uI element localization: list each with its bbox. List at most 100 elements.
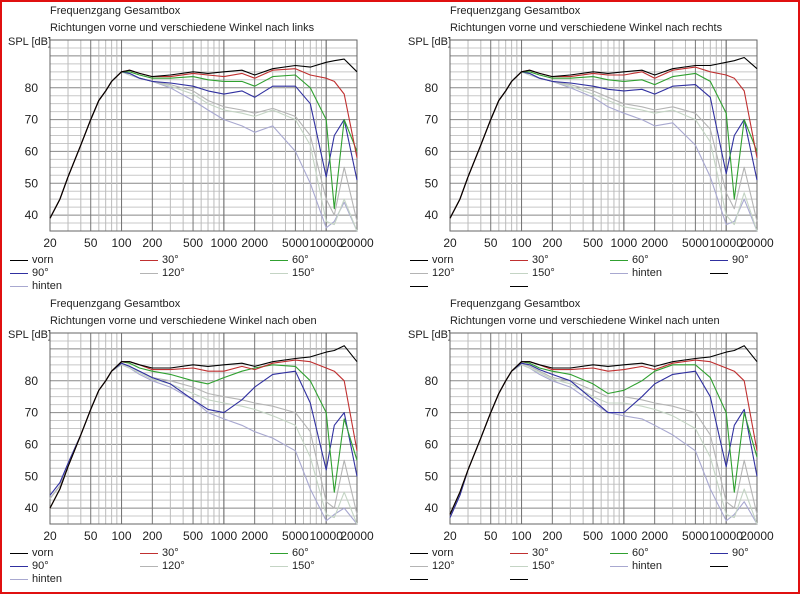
legend-swatch: [140, 565, 158, 567]
chart-subtitle: Richtungen vorne und verschiedene Winkel…: [50, 22, 315, 34]
legend-swatch: [410, 285, 428, 287]
y-tick-label: 70: [425, 113, 439, 127]
legend-label: 90°: [32, 267, 49, 279]
legend-item: 120°: [410, 560, 455, 573]
legend-item: 60°: [270, 254, 309, 267]
x-tick-label: 200: [142, 529, 162, 543]
legend-label: vorn: [432, 254, 454, 266]
x-tick-label: 1000: [611, 236, 638, 250]
y-axis-label: SPL [dB]: [8, 329, 52, 341]
legend-item: 90°: [710, 254, 749, 267]
legend-swatch: [10, 259, 28, 261]
x-tick-label: 10000: [710, 529, 744, 543]
x-tick-label: 10000: [310, 529, 344, 543]
legend-label: 30°: [532, 547, 549, 559]
legend-label: 30°: [532, 254, 549, 266]
legend-swatch: [510, 272, 528, 274]
x-tick-label: 20000: [340, 529, 374, 543]
y-tick-label: 50: [425, 469, 439, 483]
chart-panel: Frequenzgang Gesamtbox Richtungen vorne u…: [400, 293, 800, 586]
chart-panel: Frequenzgang Gesamtbox Richtungen vorne u…: [0, 293, 400, 586]
x-tick-label: 50: [484, 236, 498, 250]
y-tick-label: 40: [25, 501, 39, 515]
legend-item: [410, 280, 432, 293]
legend-swatch: [510, 259, 528, 261]
legend-swatch: [10, 578, 28, 580]
y-tick-label: 60: [25, 437, 39, 451]
legend-swatch: [140, 552, 158, 554]
legend-label: 30°: [162, 254, 179, 266]
legend-swatch: [710, 259, 728, 261]
legend-label: 60°: [632, 254, 649, 266]
legend-swatch: [510, 578, 528, 580]
legend-item: hinten: [610, 560, 662, 573]
x-tick-label: 2000: [641, 529, 668, 543]
legend-swatch: [410, 272, 428, 274]
series-line-90deg: [449, 362, 758, 518]
legend-item: 90°: [710, 547, 749, 560]
x-tick-label: 10000: [710, 236, 744, 250]
legend-item: hinten: [10, 280, 62, 293]
series-line-60deg: [49, 71, 358, 219]
y-tick-label: 70: [25, 113, 39, 127]
legend-label: vorn: [32, 254, 54, 266]
legend-label: 120°: [162, 267, 185, 279]
chart-plot: 40 50 60 70 80 20 50 100 200 500 1000 2000 5000 10000…: [425, 39, 774, 250]
y-tick-label: 80: [425, 374, 439, 388]
legend-label: 90°: [732, 547, 749, 559]
x-tick-label: 200: [542, 236, 562, 250]
legend-item: 150°: [270, 560, 315, 573]
plot-border: [449, 332, 758, 525]
legend-swatch: [270, 259, 288, 261]
legend-item: 30°: [510, 547, 549, 560]
chart-plot: 40 50 60 70 80 20 50 100 200 500 1000 2000 5000 10000…: [25, 39, 374, 250]
chart-subtitle: Richtungen vorne und verschiedene Winkel…: [50, 315, 317, 327]
y-tick-label: 80: [425, 81, 439, 95]
plot-border: [449, 39, 758, 232]
legend-label: 120°: [432, 560, 455, 572]
x-tick-label: 200: [542, 529, 562, 543]
legend-item: 90°: [10, 560, 49, 573]
x-tick-label: 1000: [211, 236, 238, 250]
y-tick-label: 50: [25, 176, 39, 190]
y-tick-label: 50: [25, 469, 39, 483]
y-tick-label: 70: [425, 406, 439, 420]
legend-item: [710, 267, 732, 280]
legend-item: 150°: [270, 267, 315, 280]
x-tick-label: 50: [484, 529, 498, 543]
legend-swatch: [610, 552, 628, 554]
legend-swatch: [510, 552, 528, 554]
x-tick-label: 2000: [241, 529, 268, 543]
x-tick-label: 20: [43, 236, 57, 250]
legend-label: 150°: [532, 560, 555, 572]
legend-label: 60°: [292, 254, 309, 266]
legend-swatch: [610, 259, 628, 261]
y-axis-label: SPL [dB]: [408, 329, 452, 341]
legend-item: 150°: [510, 560, 555, 573]
y-tick-label: 60: [425, 437, 439, 451]
legend-item: hinten: [10, 573, 62, 586]
legend-item: vorn: [10, 254, 53, 267]
legend-label: 150°: [532, 267, 555, 279]
legend-label: 150°: [292, 267, 315, 279]
x-tick-label: 20: [43, 529, 57, 543]
x-tick-label: 500: [583, 236, 603, 250]
x-tick-label: 20000: [740, 529, 774, 543]
y-tick-label: 60: [25, 144, 39, 158]
legend-item: 30°: [140, 254, 179, 267]
legend-swatch: [10, 272, 28, 274]
legend-swatch: [410, 578, 428, 580]
legend-item: vorn: [410, 254, 453, 267]
chart-title: Frequenzgang Gesamtbox: [50, 5, 181, 17]
legend-label: hinten: [632, 267, 662, 279]
legend-swatch: [10, 565, 28, 567]
legend-item: 90°: [10, 267, 49, 280]
legend-item: 30°: [140, 547, 179, 560]
legend-swatch: [710, 565, 728, 567]
legend-label: vorn: [432, 547, 454, 559]
y-tick-label: 70: [25, 406, 39, 420]
y-axis-label: SPL [dB]: [8, 36, 52, 48]
legend-item: 150°: [510, 267, 555, 280]
legend-swatch: [510, 565, 528, 567]
